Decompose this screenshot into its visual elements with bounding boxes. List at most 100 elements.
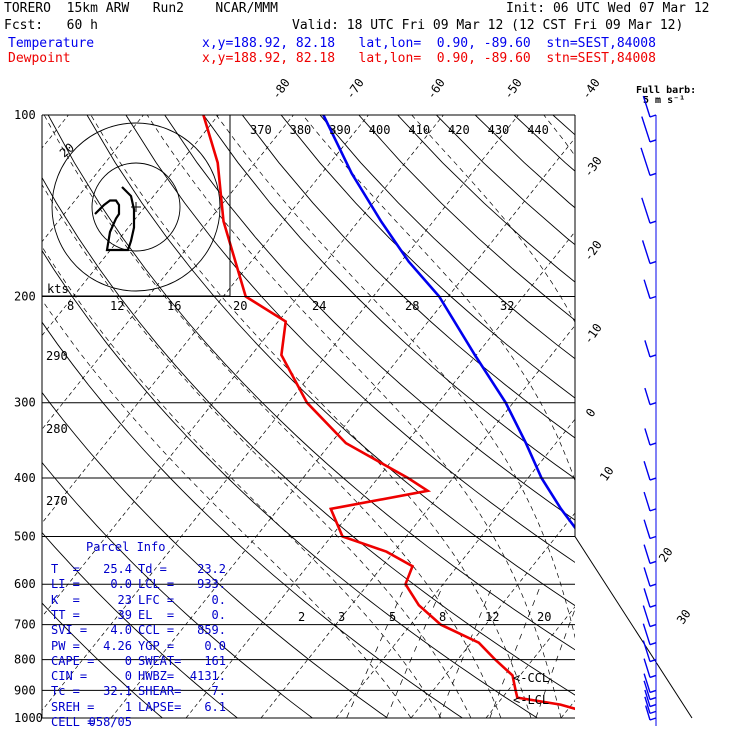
hodograph-speed-label: 12	[110, 299, 124, 313]
isotherm-line	[636, 115, 740, 718]
mixing-ratio-line	[438, 584, 494, 718]
moist-adiabat-line	[302, 115, 575, 482]
parcel-label: PW =	[51, 638, 80, 653]
dry-adiabat-line	[319, 115, 575, 360]
dry-adiabat-line	[358, 115, 575, 321]
pressure-tick-label: 900	[14, 683, 36, 697]
hodograph-speed-label: 28	[405, 299, 419, 313]
dry-adiabat-line	[552, 115, 575, 136]
hodograph-speed-label: 32	[500, 299, 514, 313]
dry-adiabat-line	[631, 115, 740, 718]
isotherm-line	[42, 115, 444, 618]
wind-barb-flag	[642, 640, 651, 662]
wind-barb	[649, 442, 657, 446]
moist-adiabat-line	[42, 299, 412, 718]
parcel-label: T =	[51, 562, 80, 576]
dry-adiabat-line	[42, 391, 388, 718]
model-title: TORERO 15km ARW Run2 NCAR/MMM	[4, 1, 278, 16]
parcel-value: 32.1	[103, 684, 132, 699]
mixing-ratio-label: 12	[485, 610, 499, 624]
wind-barb	[649, 508, 657, 512]
hodograph-speed-label: 20	[233, 299, 247, 313]
parcel-value: 25.4	[103, 562, 132, 576]
hodograph-ring	[91, 162, 181, 252]
dry-adiabat-line	[86, 115, 575, 607]
right-axis-slant	[574, 536, 693, 719]
parcel-label: Td =	[138, 562, 167, 576]
parcel-value: 0.	[211, 592, 226, 607]
wind-barb-flag	[643, 461, 651, 481]
wind-barb	[649, 689, 657, 694]
parcel-label: K =	[51, 592, 80, 607]
pressure-tick-label: 1000	[14, 711, 43, 725]
wind-barb	[649, 696, 657, 701]
wind-barb-flag	[642, 605, 651, 627]
parcel-value: 23.2	[197, 562, 226, 576]
dewpoint-profile	[202, 115, 575, 711]
parcel-value: 23	[117, 592, 132, 607]
parcel-label: HWBZ=	[138, 669, 175, 684]
pressure-tick-label: 400	[14, 471, 36, 485]
dry-adiabat-line	[708, 115, 740, 718]
isotherm-line	[42, 115, 294, 430]
hodograph-speed-label: 24	[312, 299, 326, 313]
wind-barb-flag	[644, 689, 651, 707]
parcel-label: TT =	[51, 607, 80, 622]
ccl-marker: <-CCL	[513, 671, 549, 685]
wind-barb	[649, 604, 657, 608]
parcel-label: EL =	[138, 607, 175, 622]
pressure-tick-label: 200	[14, 290, 36, 304]
wind-barb	[649, 560, 657, 565]
wind-barb-flag	[643, 491, 651, 512]
mixing-ratio-label: 3	[338, 610, 345, 624]
wind-barb	[649, 260, 657, 265]
moist-adiabat-line	[216, 115, 575, 639]
isotherm-label: -20	[581, 238, 605, 264]
isotherm-label: 30	[674, 607, 694, 627]
hodograph-speed-label: 16	[167, 299, 181, 313]
wind-barb-flag	[644, 705, 651, 721]
parcel-label: CCL =	[138, 623, 175, 638]
wind-barb	[649, 114, 657, 118]
dry-adiabat-line	[42, 176, 575, 696]
hodograph-unit-label: kts	[47, 282, 69, 296]
isotherm-label: -60	[424, 76, 448, 102]
init-time: Init: 06 UTC Wed 07 Mar 12	[506, 1, 710, 16]
lcl-marker: <-LCL	[513, 693, 549, 707]
moist-adiabat-line	[42, 184, 472, 718]
parcel-label: YGP =	[138, 638, 175, 653]
hodograph-ring	[51, 122, 221, 292]
temperature-location: x,y=188.92, 82.18 lat,lon= 0.90, -89.60 …	[202, 36, 656, 51]
mixing-ratio-line	[346, 584, 407, 718]
theta-e-label: 410	[408, 123, 430, 137]
parcel-value: 058/05	[88, 715, 132, 729]
wind-barb-flag	[644, 340, 651, 358]
isotherm-line	[42, 115, 519, 712]
wind-barb	[649, 674, 657, 679]
dry-adiabat-line	[42, 531, 238, 718]
forecast-hour: Fcst: 60 h	[4, 18, 98, 33]
dewpoint-location: x,y=188.92, 82.18 lat,lon= 0.90, -89.60 …	[202, 51, 656, 66]
isotherm-label: -40	[579, 76, 603, 102]
moist-adiabat-line	[42, 246, 442, 718]
parcel-value: 4131.	[189, 669, 226, 684]
parcel-value: 0.	[211, 607, 226, 622]
parcel-label: SVI =	[51, 623, 88, 638]
hodograph-ring-label: 20	[57, 140, 77, 160]
pressure-tick-label: 100	[14, 108, 36, 122]
mixing-ratio-line	[386, 584, 444, 718]
wind-barb-flag	[642, 623, 651, 645]
isotherm-label: -70	[343, 76, 367, 102]
full-barb-unit: 5 m s⁻¹	[643, 95, 686, 106]
dry-adiabat-line	[125, 115, 575, 563]
wind-barb	[649, 710, 657, 715]
wind-barb-flag	[644, 387, 651, 405]
wind-barb	[649, 658, 657, 663]
mixing-ratio-label: 5	[389, 610, 396, 624]
dry-adiabat-label: 290	[46, 349, 68, 363]
wind-barb-flag	[643, 680, 651, 700]
parcel-value: 0	[124, 653, 132, 668]
mixing-ratio-label: 2	[298, 610, 305, 624]
isotherm-line	[410, 512, 575, 718]
